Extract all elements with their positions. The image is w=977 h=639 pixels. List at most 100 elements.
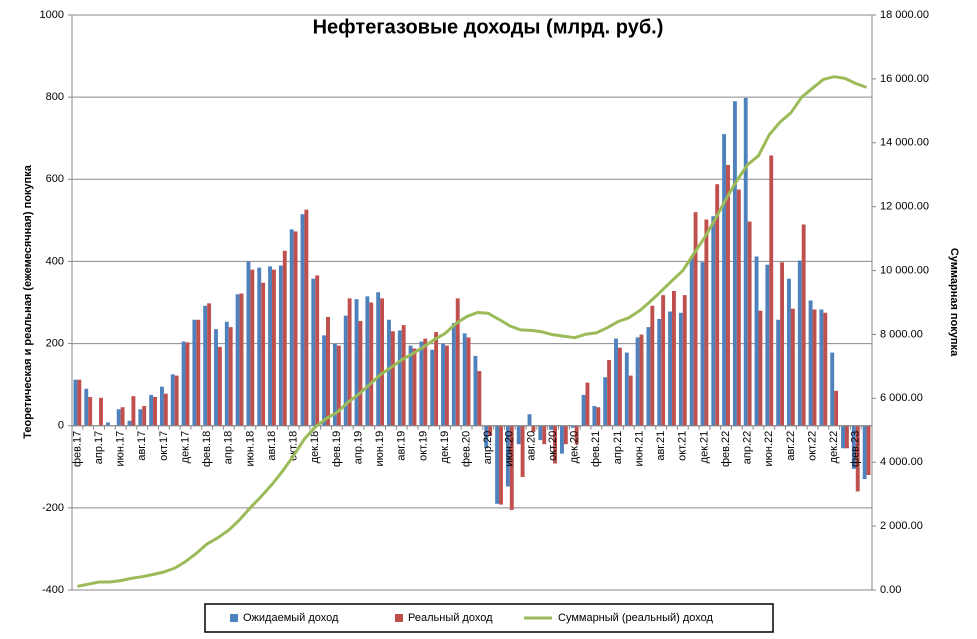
bar — [376, 292, 381, 426]
bar — [682, 295, 687, 426]
bar — [704, 219, 709, 426]
x-tick-label: дек.18 — [309, 431, 321, 464]
bar — [635, 337, 640, 426]
bar — [174, 375, 179, 426]
bar — [808, 300, 813, 426]
bar — [484, 425, 489, 449]
bar — [797, 260, 802, 426]
bar — [585, 382, 590, 426]
x-tick-label: апр.17 — [93, 431, 105, 464]
bar — [347, 298, 352, 426]
bar — [278, 265, 283, 426]
x-tick-label: июн.17 — [115, 431, 127, 467]
x-tick-label: июн.21 — [633, 431, 645, 467]
bar — [455, 298, 460, 426]
x-tick-label: апр.18 — [223, 431, 235, 464]
bar — [520, 425, 525, 478]
bar — [462, 333, 467, 426]
bar — [311, 278, 316, 426]
bar — [131, 396, 136, 426]
bar — [192, 319, 197, 426]
bar — [390, 331, 395, 426]
bar — [170, 374, 175, 426]
bar — [855, 425, 860, 492]
y2-tick-label: 2 000.00 — [880, 520, 923, 532]
x-tick-label: авг.22 — [785, 431, 797, 461]
x-tick-label: окт.20 — [547, 431, 559, 461]
bar — [466, 337, 471, 426]
bar — [127, 420, 132, 426]
y2-tick-label: 18 000.00 — [880, 9, 929, 21]
legend-swatch — [395, 614, 403, 622]
x-tick-label: дек.21 — [698, 431, 710, 464]
bar — [834, 390, 839, 426]
bar — [560, 425, 564, 454]
bar — [224, 321, 229, 426]
bar — [477, 371, 482, 426]
bar — [304, 209, 309, 426]
bar — [408, 345, 413, 426]
bar — [553, 425, 557, 464]
bar — [769, 155, 774, 426]
y2-tick-label: 4 000.00 — [880, 456, 923, 468]
x-tick-label: окт.21 — [677, 431, 689, 461]
bar — [257, 267, 262, 426]
y-tick-label: 800 — [46, 91, 64, 103]
x-tick-label: авг.17 — [136, 431, 148, 461]
bar — [646, 327, 651, 426]
bar — [596, 407, 601, 426]
bar — [354, 299, 359, 426]
bar — [441, 343, 445, 426]
x-tick-label: дек.17 — [179, 431, 191, 464]
bar — [790, 308, 795, 426]
bar — [343, 315, 348, 426]
bar — [726, 164, 730, 426]
bar — [672, 291, 676, 426]
bar — [419, 341, 424, 426]
bar — [105, 422, 110, 426]
legend-label: Суммарный (реальный) доход — [558, 612, 714, 624]
bar — [732, 101, 737, 426]
x-tick-label: дек.19 — [439, 431, 451, 464]
x-tick-label: фев.23 — [850, 431, 862, 467]
bar — [722, 134, 727, 426]
bar — [228, 327, 233, 426]
bar — [819, 309, 824, 426]
bar — [358, 320, 363, 426]
bar — [326, 316, 330, 426]
bar — [412, 348, 417, 426]
bar — [668, 311, 672, 426]
bar — [181, 341, 186, 426]
chart-title: Нефтегазовые доходы (млрд. руб.) — [313, 16, 664, 38]
x-tick-label: окт.22 — [806, 431, 818, 461]
bar — [149, 394, 154, 426]
bar — [387, 319, 391, 426]
bar — [607, 360, 612, 426]
bar — [851, 425, 856, 469]
y-tick-label: 200 — [46, 337, 64, 349]
x-tick-label: авг.19 — [396, 431, 408, 461]
bar — [776, 319, 781, 426]
bar — [214, 329, 218, 426]
bar — [570, 425, 575, 428]
line — [77, 75, 868, 588]
bar — [488, 425, 493, 436]
y-tick-label: 400 — [46, 255, 64, 267]
bar — [787, 278, 791, 426]
bar — [830, 352, 835, 426]
bar — [758, 310, 763, 426]
x-tick-label: дек.20 — [569, 431, 581, 464]
bar — [844, 425, 849, 449]
bar — [250, 269, 255, 426]
x-tick-label: фев.19 — [331, 431, 343, 467]
y-tick-label: -400 — [42, 584, 64, 596]
bar — [196, 319, 201, 426]
bar — [322, 335, 327, 426]
bar — [160, 386, 164, 426]
bar — [430, 349, 435, 426]
bar — [332, 343, 337, 426]
bar — [434, 332, 439, 426]
bar — [153, 396, 157, 426]
